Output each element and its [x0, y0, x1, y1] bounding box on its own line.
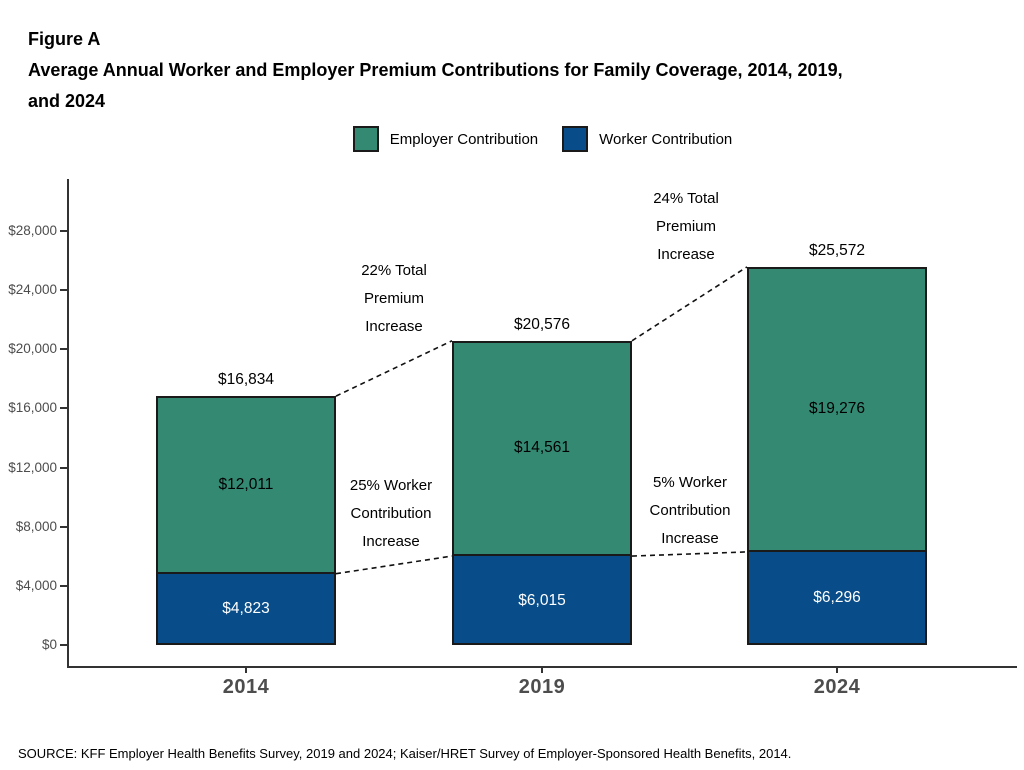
worker-swatch-icon: [562, 126, 589, 152]
employer-value-label: $14,561: [513, 439, 571, 457]
increase-annotation: 22% Total Premium Increase: [361, 262, 427, 335]
y-tick-mark: [60, 644, 67, 646]
x-axis-year-label: 2014: [222, 676, 270, 698]
y-tick-label: $4,000: [15, 577, 57, 593]
employer-bar-segment: [747, 266, 927, 552]
y-tick-mark: [60, 348, 67, 351]
y-tick-mark: [60, 525, 67, 528]
worker-value-label: $6,296: [813, 589, 861, 607]
y-tick-mark: [60, 407, 67, 410]
y-tick-mark: [60, 230, 67, 232]
figure-header: Figure A Average Annual Worker and Emplo…: [28, 24, 843, 117]
legend-item-worker: Worker Contribution: [562, 126, 732, 152]
legend-item-employer: Employer Contribution: [352, 126, 539, 152]
legend-label-worker: Worker Contribution: [599, 130, 733, 148]
total-value-label: $25,572: [808, 241, 866, 259]
figure-label: Figure A: [28, 29, 101, 49]
employer-value-label: $12,011: [218, 475, 274, 493]
x-tick-mark: [836, 667, 838, 673]
y-tick-label: $24,000: [8, 282, 57, 298]
y-tick-label: $16,000: [8, 400, 57, 416]
chart-legend: Employer Contribution Worker Contributio…: [68, 126, 1017, 152]
total-value-label: $20,576: [513, 315, 571, 333]
worker-value-label: $4,823: [222, 600, 270, 618]
y-tick-label: $8,000: [15, 518, 57, 534]
y-tick-label: $0: [41, 637, 57, 652]
dashed-connector-line: [335, 340, 453, 397]
legend-label-employer: Employer Contribution: [389, 130, 539, 148]
worker-bar-segment: [156, 573, 336, 645]
dashed-connector-line: [335, 555, 453, 575]
employer-swatch-icon: [352, 126, 379, 152]
employer-value-label: $19,276: [808, 400, 866, 418]
y-tick-mark: [60, 289, 67, 292]
worker-bar-segment: [747, 551, 927, 645]
y-tick-mark: [60, 584, 67, 587]
figure-title-line-2: and 2024: [28, 91, 106, 111]
x-tick-mark: [245, 667, 247, 673]
x-axis-year-label: 2024: [813, 676, 861, 698]
worker-value-label: $6,015: [518, 591, 566, 609]
y-tick-label: $12,000: [8, 459, 57, 475]
increase-annotation: 25% Worker Contribution Increase: [349, 477, 433, 550]
total-value-label: $16,834: [217, 371, 275, 389]
employer-bar-segment: [452, 340, 632, 557]
y-tick-mark: [60, 466, 67, 469]
worker-bar-segment: [452, 556, 632, 645]
x-tick-mark: [541, 667, 543, 673]
dashed-connector-line: [631, 266, 748, 342]
x-axis-year-label: 2019: [518, 676, 566, 698]
y-tick-label: $20,000: [8, 341, 57, 357]
employer-bar-segment: [156, 396, 336, 574]
source-note: SOURCE: KFF Employer Health Benefits Sur…: [18, 746, 792, 761]
figure-title-line-1: Average Annual Worker and Employer Premi…: [28, 60, 843, 80]
y-tick-label: $28,000: [8, 223, 57, 238]
increase-annotation: 5% Worker Contribution Increase: [649, 474, 731, 547]
increase-annotation: 24% Total Premium Increase: [653, 190, 719, 263]
y-axis-line: [67, 179, 69, 667]
